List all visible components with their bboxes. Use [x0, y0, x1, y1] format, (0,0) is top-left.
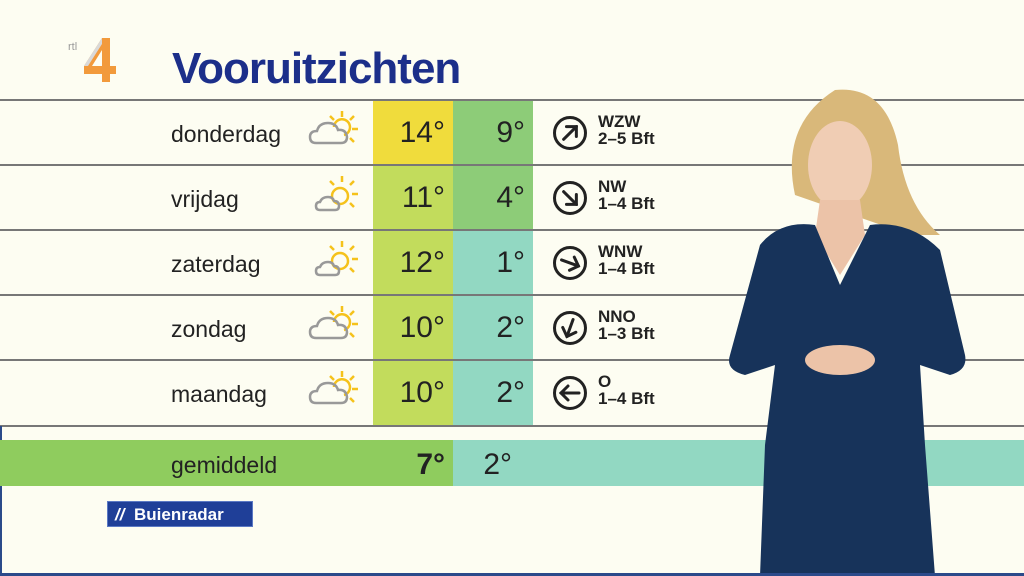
divider: [0, 229, 1024, 231]
cloud-sun-icon: [308, 306, 358, 340]
low-cell: [453, 101, 533, 165]
forecast-row: zaterdag 12° 1° WNW 1–4 Bft: [0, 231, 1024, 295]
low-cell: [453, 296, 533, 360]
high-cell: [373, 101, 453, 165]
buienradar-logo: // Buienradar: [107, 501, 253, 527]
high-cell: [373, 166, 453, 230]
cloud-sun-icon: [308, 111, 358, 145]
high-temp: 11°: [401, 181, 445, 214]
high-cell: [373, 231, 453, 295]
wind-force: 1–4 Bft: [598, 194, 655, 213]
wind-arrow-icon: [553, 311, 587, 345]
average-high: 7°: [416, 448, 445, 481]
forecast-row: donderdag 14° 9° WZW 2–5 Bft: [0, 101, 1024, 165]
high-cell: [373, 296, 453, 360]
wind-info: O 1–4 Bft: [598, 373, 655, 407]
day-name: donderdag: [171, 121, 281, 147]
presenter-image: [729, 89, 966, 576]
wind-info: WZW 2–5 Bft: [598, 113, 655, 147]
average-row: gemiddeld 7° 2°: [0, 440, 1024, 486]
cloud-sun-icon: [308, 371, 358, 405]
divider: [0, 294, 1024, 296]
low-cell: [453, 361, 533, 425]
low-cell: [453, 166, 533, 230]
low-temp: 4°: [496, 181, 525, 214]
low-temp: 1°: [496, 246, 525, 279]
low-temp: 2°: [496, 311, 525, 344]
high-temp: 10°: [399, 376, 445, 409]
day-name: zaterdag: [171, 251, 261, 277]
wind-arrow-icon: [553, 181, 587, 215]
wind-force: 1–3 Bft: [598, 324, 655, 343]
day-name: maandag: [171, 381, 267, 407]
svg-text:rtl: rtl: [68, 41, 77, 53]
high-temp: 12°: [399, 246, 445, 279]
wind-arrow-icon: [553, 376, 587, 410]
high-cell: [373, 361, 453, 425]
forecast-row: vrijdag 11° 4° NW 1–4 Bft: [0, 166, 1024, 230]
day-name: zondag: [171, 316, 247, 342]
page-title: Vooruitzichten: [172, 44, 461, 93]
day-name: vrijdag: [171, 186, 239, 212]
high-temp: 10°: [399, 311, 445, 344]
wind-arrow-icon: [553, 246, 587, 280]
wind-force: 1–4 Bft: [598, 259, 655, 278]
divider: [0, 99, 1024, 101]
frame-border: [0, 426, 2, 576]
wind-force: 1–4 Bft: [598, 389, 655, 408]
wind-info: NNO 1–3 Bft: [598, 308, 655, 342]
sun-cloud-icon: [314, 241, 358, 277]
wind-info: NW 1–4 Bft: [598, 178, 655, 212]
forecast-row: zondag 10° 2° NNO 1–3 Bft: [0, 296, 1024, 360]
wind-arrow-icon: [553, 116, 587, 150]
frame-border: [0, 573, 1024, 576]
high-temp: 14°: [399, 116, 445, 149]
low-cell: [453, 231, 533, 295]
wind-info: WNW 1–4 Bft: [598, 243, 655, 277]
divider: [0, 425, 1024, 427]
wind-direction: O: [598, 372, 612, 391]
forecast-row: maandag 10° 2° O 1–4 Bft: [0, 361, 1024, 425]
rtl4-logo: rtl: [68, 38, 116, 82]
divider: [0, 164, 1024, 166]
low-temp: 2°: [496, 376, 525, 409]
wind-force: 2–5 Bft: [598, 129, 655, 148]
wind-direction: NW: [598, 177, 627, 196]
low-temp: 9°: [496, 116, 525, 149]
average-label: gemiddeld: [171, 452, 278, 478]
wind-direction: WZW: [598, 112, 641, 131]
wind-direction: NNO: [598, 307, 636, 326]
divider: [0, 359, 1024, 361]
sun-cloud-icon: [314, 176, 358, 212]
average-low: 2°: [483, 448, 512, 481]
wind-direction: WNW: [598, 242, 643, 261]
sponsor-text: Buienradar: [134, 505, 224, 524]
